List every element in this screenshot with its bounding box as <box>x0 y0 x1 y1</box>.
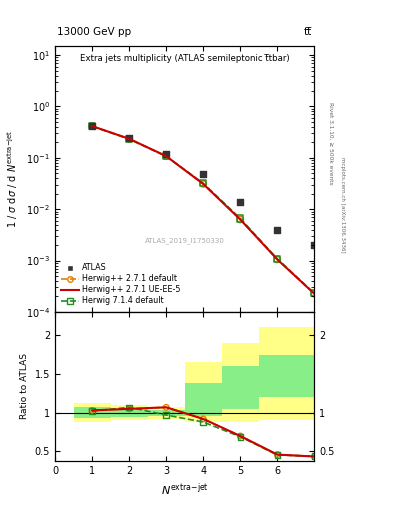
Point <box>89 122 95 131</box>
Point <box>274 451 281 459</box>
Point <box>274 255 281 264</box>
Point <box>200 415 206 423</box>
Point <box>89 122 95 130</box>
Point <box>274 451 281 459</box>
Point <box>163 403 169 412</box>
Point <box>126 134 132 142</box>
Point <box>311 452 318 460</box>
Point <box>237 216 243 224</box>
Point <box>163 150 169 158</box>
Point <box>163 152 169 160</box>
Point <box>200 418 206 426</box>
Point <box>200 180 206 188</box>
Point <box>89 122 95 130</box>
Point <box>237 433 243 441</box>
Point <box>126 135 132 143</box>
Point <box>126 403 132 412</box>
Y-axis label: 1 / $\sigma$ d$\sigma$ / d $N^{\mathrm{extra{-}jet}}$: 1 / $\sigma$ d$\sigma$ / d $N^{\mathrm{e… <box>6 130 20 228</box>
Point <box>126 135 132 143</box>
Point <box>163 411 169 419</box>
Point <box>200 170 206 178</box>
Point <box>163 152 169 160</box>
Point <box>274 226 281 234</box>
Point <box>274 255 281 263</box>
Y-axis label: Ratio to ATLAS: Ratio to ATLAS <box>20 353 29 419</box>
Point <box>237 215 243 223</box>
Point <box>237 432 243 440</box>
Text: ATLAS_2019_I1750330: ATLAS_2019_I1750330 <box>145 237 225 244</box>
Text: Extra jets multiplicity (ATLAS semileptonic t̅tbar): Extra jets multiplicity (ATLAS semilepto… <box>80 54 290 63</box>
Legend: ATLAS, Herwig++ 2.7.1 default, Herwig++ 2.7.1 UE-EE-5, Herwig 7.1.4 default: ATLAS, Herwig++ 2.7.1 default, Herwig++ … <box>59 261 183 308</box>
Point <box>311 241 318 249</box>
Point <box>89 407 95 415</box>
Point <box>126 405 132 413</box>
Text: tt̅: tt̅ <box>304 27 312 37</box>
X-axis label: $N^{\mathrm{extra{-}jet}}$: $N^{\mathrm{extra{-}jet}}$ <box>161 481 209 498</box>
Point <box>200 179 206 187</box>
Point <box>237 198 243 206</box>
Point <box>311 290 318 298</box>
Text: mcplots.cern.ch [arXiv:1306.3436]: mcplots.cern.ch [arXiv:1306.3436] <box>340 157 345 252</box>
Point <box>89 407 95 415</box>
Text: 13000 GeV pp: 13000 GeV pp <box>57 27 131 37</box>
Point <box>311 453 318 461</box>
Point <box>311 289 318 297</box>
Text: Rivet 3.1.10, ≥ 500k events: Rivet 3.1.10, ≥ 500k events <box>328 102 333 185</box>
